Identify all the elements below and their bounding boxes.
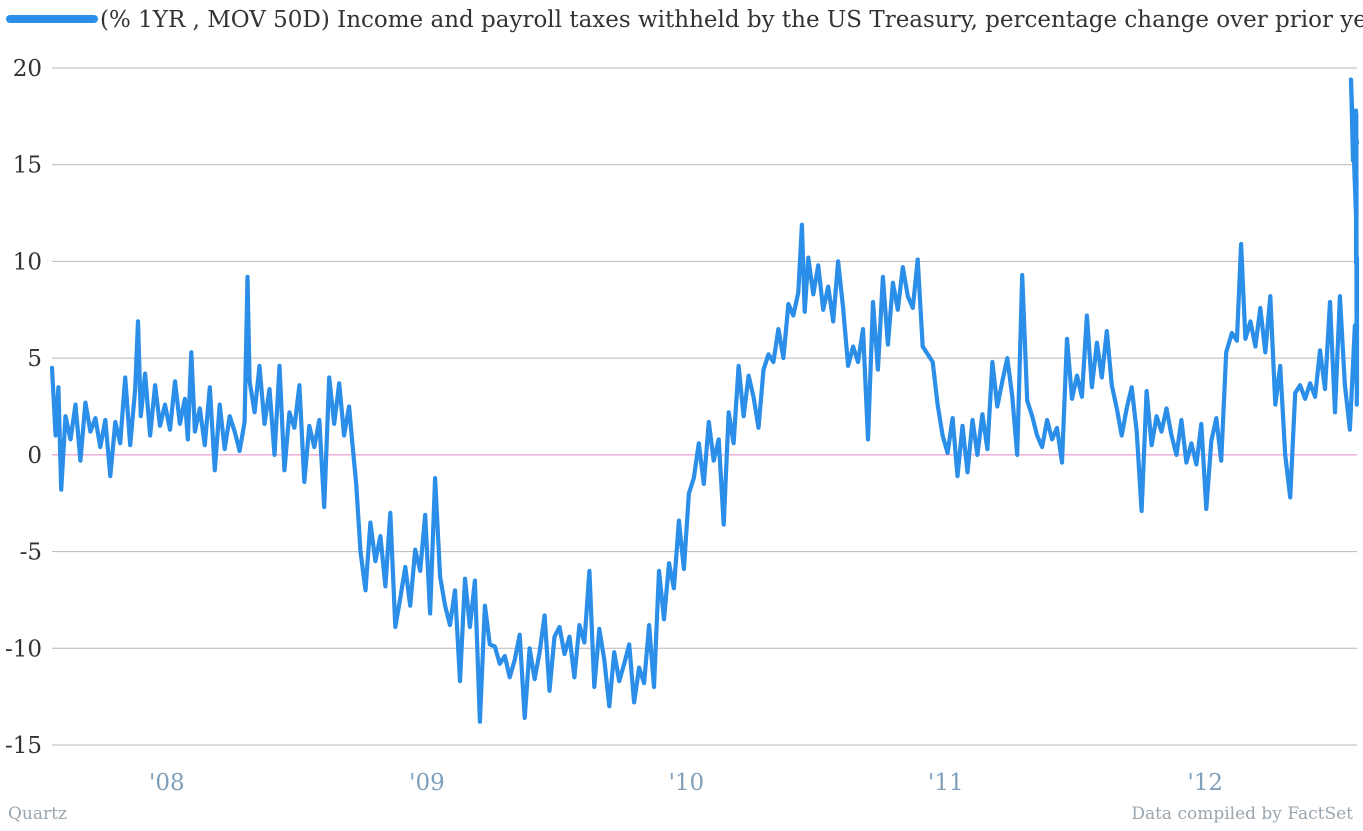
source-right-label: Data compiled by FactSet xyxy=(1131,804,1353,824)
x-tick-label: '10 xyxy=(669,770,705,796)
series-group xyxy=(49,77,1360,724)
x-tick-label: '12 xyxy=(1187,770,1223,796)
series-line xyxy=(49,77,1360,724)
x-tick-label: '11 xyxy=(928,770,964,796)
x-axis-ticks: '08 '09 '10 '11 '12 xyxy=(149,770,1223,796)
y-tick-label: 5 xyxy=(27,346,42,372)
y-tick-label: -10 xyxy=(5,636,42,662)
y-tick-label: 15 xyxy=(13,153,42,179)
x-tick-label: '08 xyxy=(149,770,185,796)
y-tick-label: 0 xyxy=(27,443,42,469)
legend: (% 1YR , MOV 50D) Income and payroll tax… xyxy=(6,7,1363,33)
y-tick-label: -5 xyxy=(20,540,42,566)
y-tick-label: 20 xyxy=(13,56,42,82)
y-tick-label: -15 xyxy=(5,733,42,759)
x-tick-label: '09 xyxy=(409,770,445,796)
y-axis-ticks: 20 15 10 5 0 -5 -10 -15 xyxy=(5,56,42,759)
legend-label: (% 1YR , MOV 50D) Income and payroll tax… xyxy=(100,7,1363,33)
source-left-label: Quartz xyxy=(8,804,67,824)
y-tick-label: 10 xyxy=(13,249,42,275)
gridlines xyxy=(52,67,1357,746)
